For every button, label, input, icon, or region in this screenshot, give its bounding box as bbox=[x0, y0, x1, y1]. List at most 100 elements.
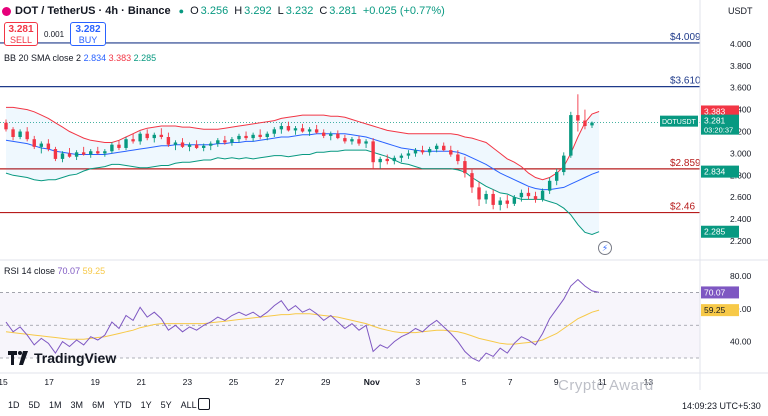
currency-selector[interactable]: USDT bbox=[728, 6, 753, 16]
candle-body bbox=[505, 200, 509, 204]
candle-body bbox=[67, 153, 72, 157]
price-tick-label: 2.600 bbox=[730, 192, 752, 202]
candle-body bbox=[201, 145, 206, 148]
candle-body bbox=[279, 126, 284, 130]
calendar-icon[interactable] bbox=[198, 398, 210, 410]
close-value: 3.281 bbox=[329, 5, 357, 17]
candle-body bbox=[166, 137, 171, 145]
candle-body bbox=[124, 139, 128, 148]
last-price-value: 3.281 bbox=[704, 116, 726, 126]
candle-body bbox=[138, 133, 142, 142]
buy-button[interactable]: 3.282 BUY bbox=[70, 22, 106, 46]
change-value: +0.025 (+0.77%) bbox=[362, 5, 445, 17]
candle-body bbox=[110, 144, 114, 152]
candle-body bbox=[272, 129, 276, 134]
high-label: H bbox=[234, 5, 243, 17]
flash-icon[interactable]: ⚡ bbox=[598, 241, 612, 255]
candle-body bbox=[519, 192, 524, 198]
candle-body bbox=[364, 141, 368, 144]
tradingview-logo-icon bbox=[8, 351, 28, 365]
candle-body bbox=[590, 122, 594, 126]
candle-body bbox=[60, 153, 65, 159]
candle-body bbox=[187, 144, 192, 147]
candle-body bbox=[131, 139, 135, 142]
candle-body bbox=[96, 151, 100, 154]
high-value: 3.292 bbox=[244, 5, 272, 17]
candle-body bbox=[576, 115, 580, 121]
timeframe-ytd[interactable]: YTD bbox=[113, 400, 132, 410]
sell-price: 3.281 bbox=[8, 24, 34, 35]
price-badge bbox=[701, 105, 739, 118]
low-label: L bbox=[277, 5, 284, 17]
time-tick-label: 13 bbox=[644, 377, 654, 387]
time-tick-label: 25 bbox=[229, 377, 239, 387]
time-tick-label: 29 bbox=[321, 377, 331, 387]
candle-body bbox=[4, 122, 8, 130]
rsi-badge-value: 59.25 bbox=[704, 305, 726, 315]
time-tick-label: 27 bbox=[275, 377, 285, 387]
price-tick-label: 2.400 bbox=[730, 214, 752, 224]
candle-body bbox=[329, 133, 333, 136]
price-tick-label: 2.800 bbox=[730, 170, 752, 180]
last-price-badge bbox=[701, 114, 739, 135]
price-badge-value: 3.383 bbox=[704, 106, 726, 116]
rsi-tick-label: 40.00 bbox=[730, 337, 752, 347]
timeframe-5d[interactable]: 5D bbox=[28, 400, 41, 410]
candle-body bbox=[314, 129, 319, 133]
bb-legend[interactable]: BB 20 SMA close 2 2.834 3.383 2.285 bbox=[4, 53, 156, 63]
tradingview-logo: TradingView bbox=[8, 350, 116, 366]
timeframe-1m[interactable]: 1M bbox=[49, 400, 62, 410]
bb-basis-value: 2.834 bbox=[83, 53, 107, 63]
symbol-title[interactable]: DOT / TetherUS · 4h · Binance bbox=[15, 5, 171, 17]
low-value: 3.232 bbox=[285, 5, 314, 17]
candle-body bbox=[406, 153, 411, 156]
candle-body bbox=[442, 145, 446, 151]
rsi-legend-name: RSI 14 close bbox=[4, 266, 56, 276]
candle-body bbox=[392, 157, 397, 162]
time-tick-label: 11 bbox=[598, 377, 607, 387]
candle-body bbox=[237, 135, 241, 140]
candle-body bbox=[399, 155, 404, 158]
level-label: $2.859 bbox=[670, 158, 701, 169]
candle-body bbox=[152, 134, 156, 139]
timeframe-1d[interactable]: 1D bbox=[8, 400, 20, 410]
candle-body bbox=[385, 158, 389, 162]
candle-body bbox=[463, 161, 467, 174]
price-tick-label: 3.000 bbox=[730, 148, 752, 158]
level-label: $3.610 bbox=[670, 76, 701, 87]
market-open-icon: ● bbox=[178, 6, 185, 16]
rsi-line bbox=[5, 278, 600, 362]
timeframe-bar: 1D 5D 1M 3M 6M YTD 1Y 5Y ALL bbox=[8, 400, 206, 410]
time-tick-label: 23 bbox=[183, 377, 193, 387]
candle-body bbox=[209, 143, 213, 146]
price-tick-label: 4.000 bbox=[730, 39, 752, 49]
candle-body bbox=[378, 158, 382, 163]
clock[interactable]: 14:09:23 UTC+5:30 bbox=[682, 401, 761, 411]
timeframe-3m[interactable]: 3M bbox=[70, 400, 84, 410]
candle-body bbox=[512, 197, 517, 204]
rsi-ma-value: 59.25 bbox=[82, 266, 106, 276]
candle-body bbox=[540, 190, 545, 200]
candle-body bbox=[322, 132, 326, 136]
level-label: $4.009 bbox=[670, 32, 701, 43]
candle-body bbox=[449, 150, 453, 155]
rsi-legend[interactable]: RSI 14 close 70.07 59.25 bbox=[4, 266, 105, 276]
candle-body bbox=[53, 149, 58, 159]
timeframe-6m[interactable]: 6M bbox=[92, 400, 105, 410]
candle-body bbox=[11, 129, 15, 137]
sell-button[interactable]: 3.281 SELL bbox=[4, 22, 38, 46]
timeframe-1y[interactable]: 1Y bbox=[140, 400, 152, 410]
candle-body bbox=[223, 140, 227, 143]
symbol-tag bbox=[660, 115, 698, 127]
candle-body bbox=[491, 193, 495, 205]
buy-price: 3.282 bbox=[75, 24, 101, 35]
timeframe-all[interactable]: ALL bbox=[180, 400, 197, 410]
spread-value: 0.001 bbox=[44, 30, 65, 39]
candle-body bbox=[569, 115, 573, 156]
candle-body bbox=[265, 133, 269, 137]
candle-body bbox=[498, 200, 502, 205]
timeframe-5y[interactable]: 5Y bbox=[160, 400, 172, 410]
candle-body bbox=[173, 142, 178, 145]
candle-body bbox=[74, 152, 79, 157]
